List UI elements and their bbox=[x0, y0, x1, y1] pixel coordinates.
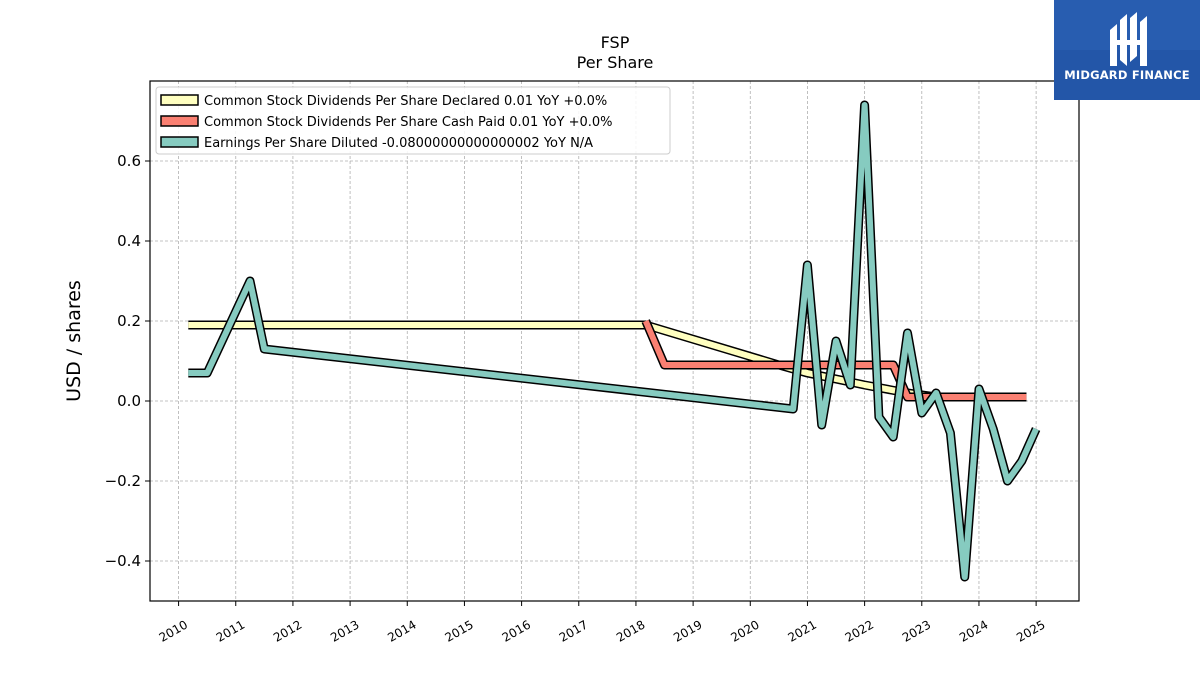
y-tick-label: 0.4 bbox=[117, 232, 141, 250]
x-tick-label: 2016 bbox=[500, 617, 533, 644]
chart-title: FSP bbox=[601, 33, 630, 52]
x-tick-label: 2012 bbox=[271, 617, 304, 644]
legend-box bbox=[155, 86, 671, 155]
plot-frame bbox=[149, 80, 1080, 602]
y-tick-label: 0.6 bbox=[117, 152, 141, 170]
x-tick-label: 2014 bbox=[385, 617, 418, 644]
legend-label: Common Stock Dividends Per Share Declare… bbox=[204, 94, 607, 109]
x-tick-label: 2017 bbox=[557, 617, 590, 644]
x-tick-label: 2010 bbox=[157, 617, 190, 644]
logo-text: MIDGARD FINANCE bbox=[1064, 68, 1190, 82]
series-2-line bbox=[188, 102, 1039, 580]
x-tick-label: 2024 bbox=[957, 617, 990, 644]
x-tick-label: 2019 bbox=[671, 617, 704, 644]
legend-swatch bbox=[160, 115, 199, 127]
chart-subtitle: Per Share bbox=[577, 53, 654, 72]
x-tick-label: 2020 bbox=[728, 617, 761, 644]
x-tick-label: 2013 bbox=[328, 617, 361, 644]
grid bbox=[150, 81, 1079, 601]
legend-label: Common Stock Dividends Per Share Cash Pa… bbox=[204, 115, 613, 130]
x-tick-label: 2022 bbox=[843, 617, 876, 644]
x-tick-label: 2015 bbox=[442, 617, 475, 644]
y-tick-label: −0.2 bbox=[105, 472, 141, 490]
midgard-finance-logo: MIDGARD FINANCE bbox=[1054, 0, 1200, 100]
y-tick-label: 0.2 bbox=[117, 312, 141, 330]
x-tick-label: 2011 bbox=[214, 617, 247, 644]
x-tick-label: 2023 bbox=[900, 617, 933, 644]
y-tick-label: −0.4 bbox=[105, 552, 141, 570]
y-tick-label: 0.0 bbox=[117, 392, 141, 410]
logo-icon bbox=[1054, 0, 1200, 100]
legend-swatch bbox=[160, 136, 199, 148]
x-tick-label: 2018 bbox=[614, 617, 647, 644]
legend: Common Stock Dividends Per Share Declare… bbox=[155, 86, 671, 155]
legend-swatch bbox=[160, 94, 199, 106]
x-tick-label: 2025 bbox=[1014, 617, 1047, 644]
y-axis-label: USD / shares bbox=[63, 280, 85, 402]
legend-label: Earnings Per Share Diluted -0.0800000000… bbox=[204, 136, 593, 151]
series-lines bbox=[188, 100, 1041, 582]
x-tick-label: 2021 bbox=[785, 617, 818, 644]
